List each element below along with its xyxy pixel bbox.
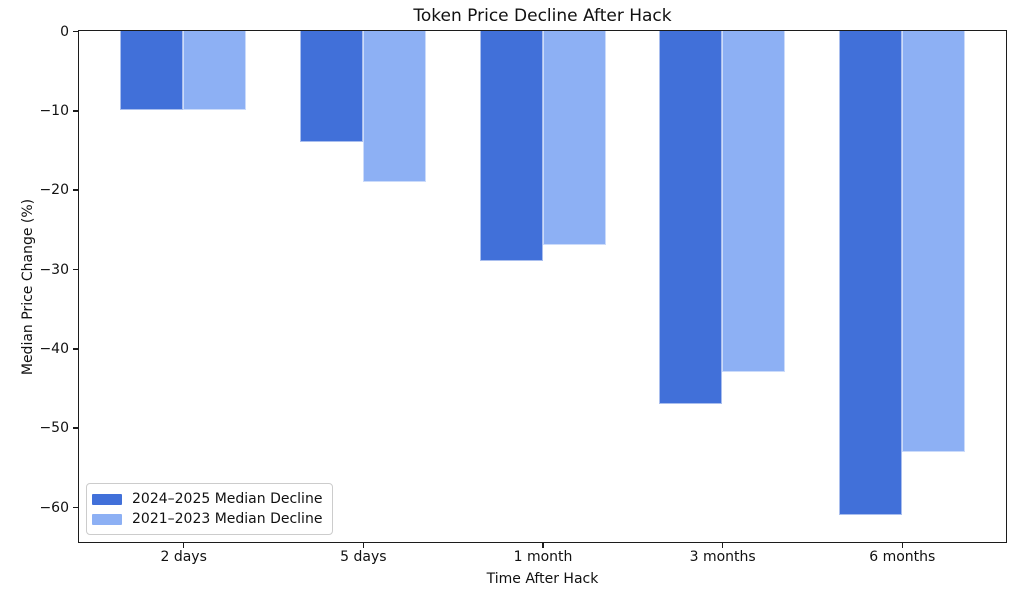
y-tick-mark-−10 [73,110,78,112]
bar-5-days-series-0 [299,31,363,143]
y-tick-label-−20: −20 [39,182,69,199]
y-tick-label-−60: −60 [39,499,69,516]
y-tick-label-0: 0 [60,23,69,40]
y-tick-mark-−40 [73,348,78,350]
y-tick-label-−40: −40 [39,340,69,357]
legend-item-2021-2023: 2021–2023 Median Decline [92,509,322,529]
y-tick-mark-0 [73,30,78,33]
bar-1-month-series-0 [479,31,543,262]
legend: 2024–2025 Median Decline 2021–2023 Media… [86,483,334,535]
y-tick-label-−30: −30 [39,261,69,278]
y-tick-mark-−60 [73,506,78,509]
x-tick-label-6-months: 6 months [869,549,936,565]
bar-2-days-series-0 [120,31,184,111]
x-tick-mark-2-days [182,542,185,548]
bar-2-days-series-1 [183,31,247,111]
y-tick-label-−10: −10 [39,102,69,119]
bar-1-month-series-1 [542,31,606,246]
legend-label-2024-2025: 2024–2025 Median Decline [132,491,323,507]
legend-item-2024-2025: 2024–2025 Median Decline [92,489,322,509]
x-tick-mark-6-months [901,542,904,548]
x-axis-label: Time After Hack [486,571,599,587]
x-tick-mark-5-days [362,542,365,548]
x-tick-mark-3-months [721,542,724,548]
chart-title: Token Price Decline After Hack [413,6,672,26]
y-tick-label-−50: −50 [39,420,69,437]
x-tick-mark-1-month [542,542,544,548]
plot-area: 2024–2025 Median Decline 2021–2023 Media… [78,30,1007,543]
x-tick-label-1-month: 1 month [513,549,573,565]
bar-6-months-series-1 [901,31,965,452]
x-tick-label-3-months: 3 months [689,549,756,565]
bar-6-months-series-0 [838,31,902,515]
bar-3-months-series-1 [722,31,786,373]
bar-3-months-series-0 [659,31,723,404]
bar-5-days-series-1 [362,31,426,182]
legend-label-2021-2023: 2021–2023 Median Decline [132,511,323,527]
x-tick-label-2-days: 2 days [160,549,207,565]
x-tick-label-5-days: 5 days [340,549,387,565]
y-tick-mark-−50 [73,427,78,429]
y-tick-mark-−20 [73,189,78,191]
y-tick-mark-−30 [73,268,78,271]
legend-swatch-2024-2025 [92,493,122,505]
legend-swatch-2021-2023 [92,513,122,525]
